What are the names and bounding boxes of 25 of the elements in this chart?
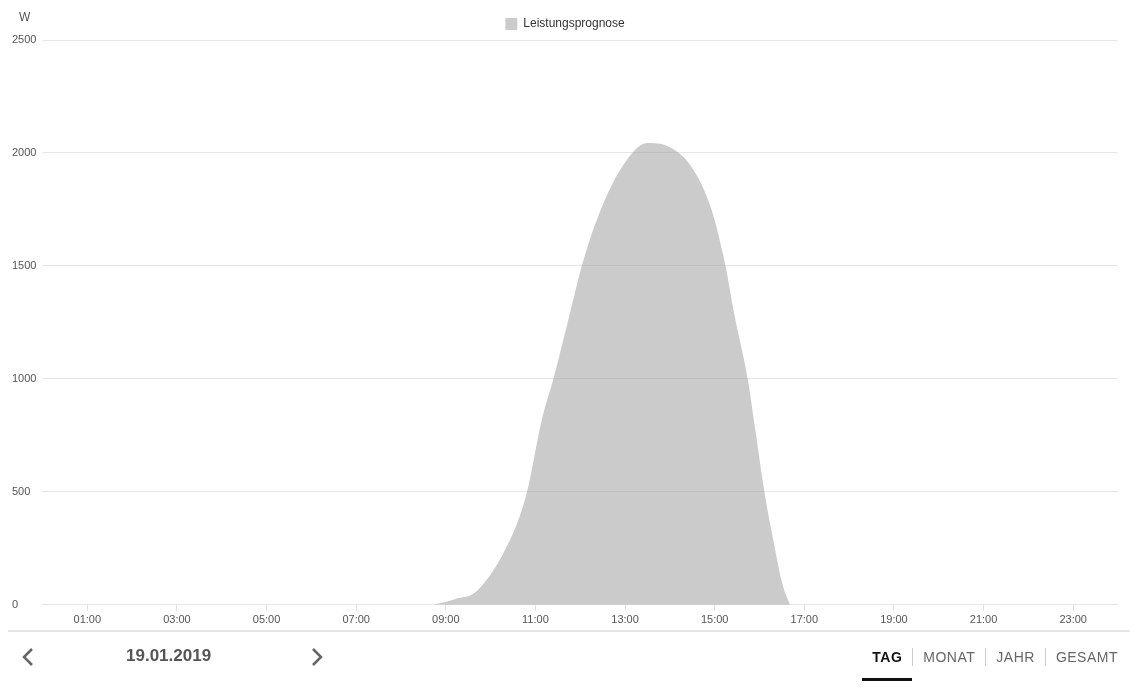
x-tick-label: 07:00 (342, 613, 370, 626)
text: GESAMT (1044, 648, 1128, 666)
x-tick-label: 11:00 (522, 613, 549, 626)
x-tick-label: 21:00 (969, 613, 998, 626)
x-tick-label: 03:00 (163, 613, 191, 626)
legend-label: Leistungsprognose (523, 16, 626, 31)
y-tick-label: 500 (12, 484, 31, 497)
x-tick-label: 13:00 (611, 613, 639, 626)
x-tick-label: 01:00 (73, 613, 102, 626)
x-tick-label: 05:00 (252, 613, 281, 626)
x-tick-label: 09:00 (432, 613, 460, 626)
x-tick-label: 15:00 (700, 613, 729, 626)
x-tick-label: 19:00 (880, 613, 908, 626)
x-tick-label: 17:00 (790, 613, 819, 626)
text: TAG (871, 648, 904, 666)
text: MONAT (912, 648, 986, 666)
y-tick-label: 0 (12, 597, 19, 610)
y-tick-label: 2000 (12, 145, 37, 158)
text: 19.01.2019 (126, 646, 212, 666)
x-tick-label: 23:00 (1059, 613, 1087, 626)
y-tick-label: 1500 (12, 258, 37, 271)
y-tick-label: 2500 (12, 33, 37, 46)
y-axis-title: W (19, 10, 31, 25)
y-tick-label: 1000 (12, 371, 37, 384)
text: JAHR (985, 648, 1045, 666)
